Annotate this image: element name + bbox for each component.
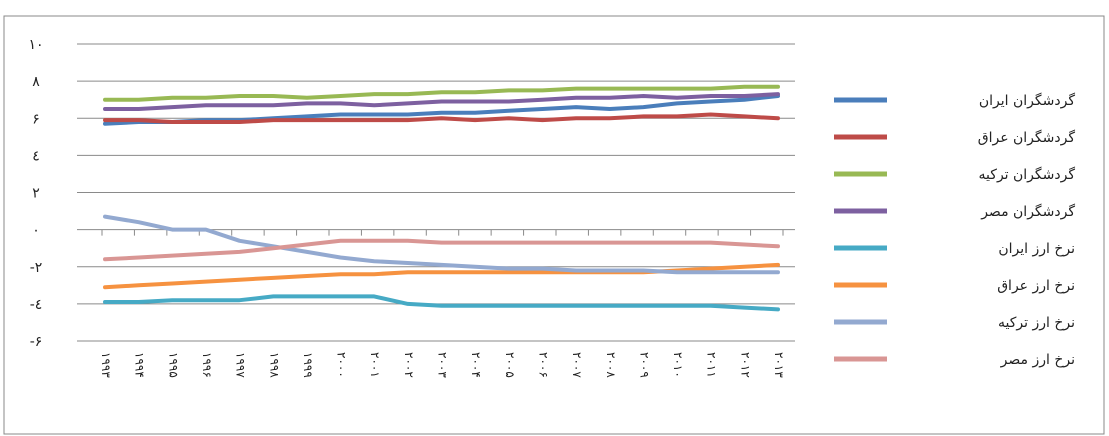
x-tick-label: ۲۰۱۲ bbox=[738, 352, 752, 378]
chart-border bbox=[3, 15, 1105, 435]
x-tick-label: ۲۰۰۰ bbox=[335, 352, 349, 378]
x-tick-label: ۱۹۹۶ bbox=[200, 352, 214, 378]
x-tick-label: ۲۰۰۹ bbox=[637, 352, 651, 378]
legend-label: نرخ ارز عراق bbox=[997, 278, 1075, 294]
x-tick-label: ۱۹۹۵ bbox=[166, 352, 180, 378]
x-tick-label: ۱۹۹۸ bbox=[267, 352, 281, 378]
x-tick-label: ۲۰۰۲ bbox=[402, 352, 416, 378]
x-tick-label: ۲۰۰۸ bbox=[604, 352, 618, 378]
x-tick-label: ۲۰۰۳ bbox=[436, 352, 450, 378]
x-tick-label: ۱۹۹۴ bbox=[133, 352, 147, 378]
legend-label: نرخ ارز مصر bbox=[1000, 352, 1075, 368]
y-tick-label: ۱۰ bbox=[28, 37, 43, 53]
series-line-6 bbox=[103, 262, 780, 290]
x-tick-label: ۱۹۹۹ bbox=[301, 352, 315, 378]
legend-label: گردشگران مصر bbox=[980, 203, 1075, 220]
y-tick-label: -۲ bbox=[30, 260, 43, 276]
x-tick-label: ۱۹۹۳ bbox=[99, 352, 113, 378]
x-tick-label: ۲۰۱۰ bbox=[671, 352, 685, 378]
legend-label: گردشگران ترکیه bbox=[979, 166, 1076, 183]
y-tick-label: ۰ bbox=[32, 223, 40, 239]
y-tick-label: -٤ bbox=[30, 297, 43, 313]
series-lines bbox=[103, 84, 780, 312]
series-line-8 bbox=[103, 238, 780, 262]
x-tick-label: ۲۰۰۵ bbox=[503, 352, 517, 378]
legend-label: گردشگران عراق bbox=[978, 129, 1076, 146]
series-line-3 bbox=[103, 84, 780, 102]
x-tick-label: ۱۹۹۷ bbox=[234, 352, 248, 378]
y-axis-labels: ۱۰ ۸ ۶ ٤ ۲ ۰ -۲ -٤ -۶ bbox=[28, 37, 43, 350]
x-tick-label: ۲۰۱۳ bbox=[772, 352, 786, 378]
legend-label: نرخ ارز ترکیه bbox=[998, 315, 1075, 331]
series-line-2 bbox=[103, 112, 780, 124]
series-line-7 bbox=[103, 214, 780, 275]
y-tick-label: ٤ bbox=[32, 148, 40, 164]
x-tick-label: ۲۰۱۱ bbox=[705, 352, 719, 378]
x-tick-label: ۲۰۰۴ bbox=[469, 352, 483, 378]
x-tick-label: ۲۰۰۱ bbox=[368, 352, 382, 378]
legend-label: نرخ ارز ایران bbox=[998, 241, 1075, 257]
y-tick-label: ۸ bbox=[32, 74, 40, 90]
x-tick-label: ۲۰۰۶ bbox=[536, 352, 550, 378]
legend: گردشگران ایران گردشگران عراق گردشگران ترکی… bbox=[834, 92, 1075, 368]
y-tick-label: ۲ bbox=[32, 186, 40, 202]
legend-label: گردشگران ایران bbox=[979, 92, 1075, 109]
x-tick-label: ۲۰۰۷ bbox=[570, 352, 584, 378]
y-tick-label: ۶ bbox=[32, 111, 40, 127]
y-tick-label: -۶ bbox=[30, 334, 43, 350]
series-line-5 bbox=[103, 294, 780, 312]
series-line-4 bbox=[103, 92, 780, 111]
x-axis-labels: ۱۹۹۳ ۱۹۹۴ ۱۹۹۵ ۱۹۹۶ ۱۹۹۷ ۱۹۹۸ ۱۹۹۹ ۲۰۰۰ ۲۰۰۱ ۲۰۰۲… bbox=[99, 352, 786, 378]
